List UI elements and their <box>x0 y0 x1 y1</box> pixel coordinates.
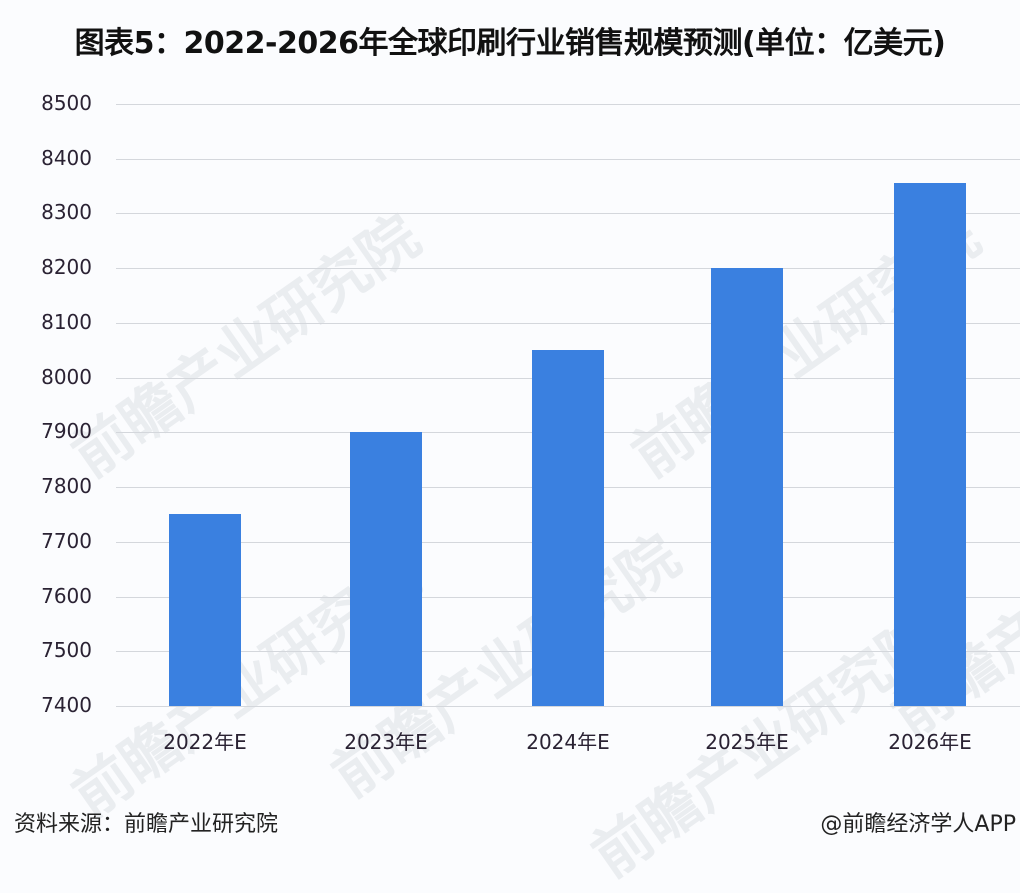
y-tick-label: 8400 <box>41 146 92 170</box>
y-tick-label: 8500 <box>41 91 92 115</box>
bar <box>350 432 422 706</box>
x-tick-label: 2023年E <box>344 730 428 754</box>
y-tick-label: 8300 <box>41 200 92 224</box>
y-tick-label: 7900 <box>41 419 92 443</box>
y-tick-label: 7500 <box>41 638 92 662</box>
x-tick-label: 2022年E <box>163 730 247 754</box>
y-tick-label: 7800 <box>41 474 92 498</box>
gridline <box>116 706 1020 707</box>
x-tick-label: 2024年E <box>526 730 610 754</box>
source-note: 资料来源：前瞻产业研究院 <box>14 812 279 837</box>
y-tick-label: 8200 <box>41 255 92 279</box>
bar <box>711 268 783 706</box>
x-tick-label: 2026年E <box>888 730 972 754</box>
y-tick-label: 7600 <box>41 584 92 608</box>
bar <box>169 514 241 706</box>
gridline <box>116 104 1020 105</box>
gridline <box>116 323 1020 324</box>
x-tick-label: 2025年E <box>705 730 789 754</box>
gridline <box>116 268 1020 269</box>
y-tick-label: 8000 <box>41 365 92 389</box>
bar <box>532 350 604 706</box>
gridline <box>116 213 1020 214</box>
chart-title: 图表5：2022-2026年全球印刷行业销售规模预测(单位：亿美元) <box>74 26 946 61</box>
credit-note: @前瞻经济学人APP <box>820 812 1016 837</box>
gridline <box>116 159 1020 160</box>
y-tick-label: 8100 <box>41 310 92 334</box>
plot-area: 前瞻产业研究院前瞻产业研究院前瞻产业研究院前瞻产业研究院前瞻产业研究院前瞻产业研… <box>41 91 1020 890</box>
y-tick-label: 7700 <box>41 529 92 553</box>
y-tick-label: 7400 <box>41 693 92 717</box>
bar <box>894 183 966 706</box>
